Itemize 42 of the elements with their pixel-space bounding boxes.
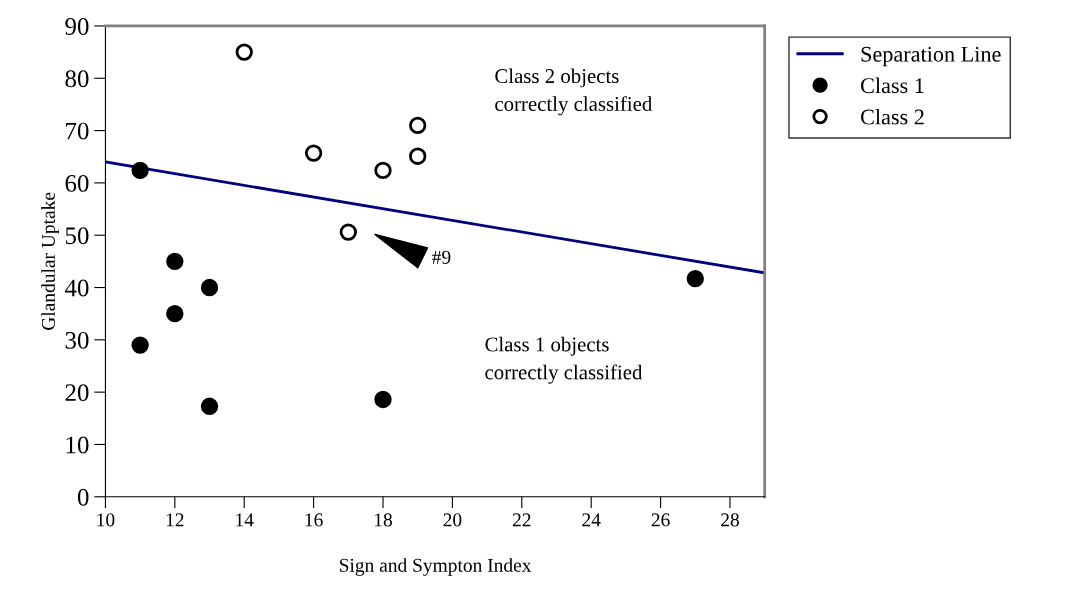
y-tick-label: 30: [65, 331, 89, 349]
legend-label: Class 2: [860, 108, 924, 125]
x-tick-label: 24: [582, 513, 601, 527]
x-tick-label: 14: [236, 513, 254, 527]
legend-label: Class 1: [860, 77, 924, 94]
x-tick-label: 10: [97, 513, 115, 527]
x-tick-label: 20: [443, 513, 462, 527]
y-tick-label: 0: [77, 488, 89, 506]
point: [131, 161, 149, 180]
y-tick-label: 50: [65, 227, 89, 245]
point: [686, 269, 704, 288]
point: [409, 116, 427, 135]
y-tick-label: 80: [65, 70, 89, 88]
point: [166, 305, 184, 323]
x-axis-title: Sign and Sympton Index: [339, 558, 532, 576]
point: [200, 278, 219, 297]
annotation: #9: [432, 250, 451, 264]
point: [304, 144, 323, 162]
point: [339, 223, 357, 241]
x-tick-label: 28: [721, 513, 739, 527]
y-tick-label: 70: [66, 122, 89, 140]
y-axis-title: Glandular Uptake: [41, 192, 59, 330]
point: [200, 397, 219, 415]
point: [409, 147, 427, 165]
y-tick-label: 40: [64, 279, 89, 297]
x-tick-label: 22: [512, 513, 531, 527]
annotation: Class 2 objects correctly classified: [495, 68, 653, 116]
point: [166, 252, 184, 271]
legend-label: Separation Line: [861, 46, 1001, 67]
point: [235, 43, 253, 61]
point: [374, 390, 392, 409]
x-tick-label: 18: [375, 513, 392, 527]
x-tick-label: 16: [305, 513, 323, 527]
y-tick-label: 10: [66, 436, 89, 454]
annotation: Class 1 objects correctly classified: [485, 336, 643, 384]
y-tick-label: 60: [65, 174, 89, 192]
point: [374, 161, 392, 180]
y-tick-label: 20: [65, 384, 89, 402]
point: [131, 336, 149, 354]
x-tick-label: 12: [166, 513, 184, 527]
y-tick-label: 90: [65, 18, 89, 35]
x-tick-label: 26: [651, 513, 670, 527]
